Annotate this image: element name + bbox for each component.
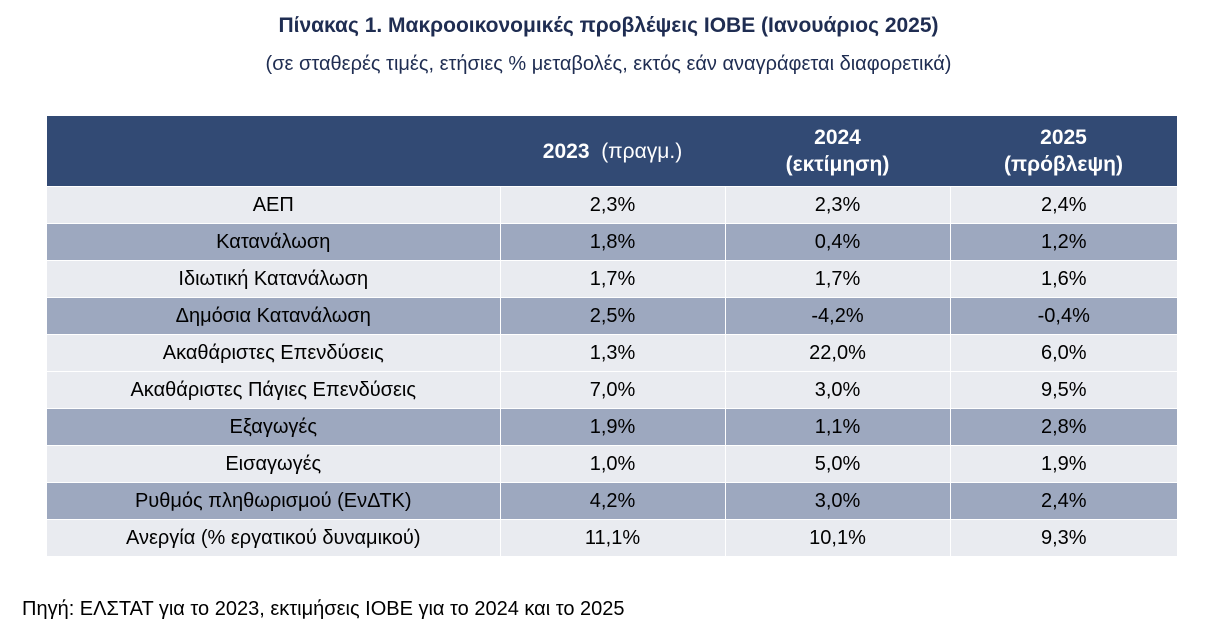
cell-2025: 2,4% bbox=[949, 482, 1177, 520]
cell-2024: 5,0% bbox=[724, 445, 950, 483]
source-note: Πηγή: ΕΛΣΤΑΤ για το 2023, εκτιμήσεις ΙΟΒ… bbox=[22, 598, 625, 620]
table-row: Ιδιωτική Κατανάλωση 1,7% 1,7% 1,6% bbox=[47, 260, 1177, 298]
cell-2023: 1,3% bbox=[499, 334, 725, 372]
page-subtitle: (σε σταθερές τιμές, ετήσιες % μεταβολές,… bbox=[265, 53, 952, 75]
table-row: Ακαθάριστες Επενδύσεις 1,3% 22,0% 6,0% bbox=[47, 334, 1177, 372]
cell-2024: 0,4% bbox=[724, 223, 950, 261]
table-row: Δημόσια Κατανάλωση 2,5% -4,2% -0,4% bbox=[47, 297, 1177, 335]
table-row: Κατανάλωση 1,8% 0,4% 1,2% bbox=[47, 223, 1177, 261]
row-label: Ρυθμός πληθωρισμού (ΕνΔΤΚ) bbox=[47, 482, 500, 520]
header-label-column bbox=[47, 116, 500, 187]
header-2023-note: (πραγμ.) bbox=[601, 139, 683, 163]
cell-2025: 9,5% bbox=[949, 371, 1177, 409]
cell-2024: 3,0% bbox=[724, 482, 950, 520]
cell-2024: 1,7% bbox=[724, 260, 950, 298]
header-2024-year: 2024 bbox=[814, 126, 861, 149]
cell-2023: 7,0% bbox=[499, 371, 725, 409]
cell-2024: 3,0% bbox=[724, 371, 950, 409]
cell-2024: 10,1% bbox=[724, 519, 950, 556]
header-2024: 2024 (εκτίμηση) bbox=[725, 116, 950, 187]
table-header-row: 2023 (πραγμ.) 2024 (εκτίμηση) 2025 (πρόβ… bbox=[47, 116, 1177, 187]
row-label: Δημόσια Κατανάλωση bbox=[47, 297, 500, 335]
cell-2025: 9,3% bbox=[949, 519, 1177, 556]
row-label: ΑΕΠ bbox=[47, 186, 500, 224]
cell-2025: 1,6% bbox=[949, 260, 1177, 298]
row-label: Εξαγωγές bbox=[47, 408, 500, 446]
cell-2024: 1,1% bbox=[724, 408, 950, 446]
row-label: Ιδιωτική Κατανάλωση bbox=[47, 260, 500, 298]
cell-2024: -4,2% bbox=[724, 297, 950, 335]
table-row: Εισαγωγές 1,0% 5,0% 1,9% bbox=[47, 445, 1177, 483]
row-label: Ακαθάριστες Πάγιες Επενδύσεις bbox=[47, 371, 500, 409]
cell-2023: 1,9% bbox=[499, 408, 725, 446]
header-2023: 2023 (πραγμ.) bbox=[500, 116, 725, 187]
cell-2025: 1,2% bbox=[949, 223, 1177, 261]
forecast-table-container: 2023 (πραγμ.) 2024 (εκτίμηση) 2025 (πρόβ… bbox=[47, 116, 1177, 556]
cell-2024: 22,0% bbox=[724, 334, 950, 372]
table-row: Ρυθμός πληθωρισμού (ΕνΔΤΚ) 4,2% 3,0% 2,4… bbox=[47, 482, 1177, 520]
row-label: Εισαγωγές bbox=[47, 445, 500, 483]
cell-2023: 1,8% bbox=[499, 223, 725, 261]
forecast-table: 2023 (πραγμ.) 2024 (εκτίμηση) 2025 (πρόβ… bbox=[47, 116, 1177, 556]
header-2024-note: (εκτίμηση) bbox=[785, 153, 890, 176]
cell-2025: 2,4% bbox=[949, 186, 1177, 224]
table-row: ΑΕΠ 2,3% 2,3% 2,4% bbox=[47, 186, 1177, 224]
row-label: Ακαθάριστες Επενδύσεις bbox=[47, 334, 500, 372]
cell-2023: 1,0% bbox=[499, 445, 725, 483]
header-2025-year: 2025 bbox=[1040, 126, 1087, 149]
page-title: Πίνακας 1. Μακροοικονομικές προβλέψεις Ι… bbox=[278, 14, 939, 37]
row-label: Κατανάλωση bbox=[47, 223, 500, 261]
cell-2023: 11,1% bbox=[499, 519, 725, 556]
cell-2023: 1,7% bbox=[499, 260, 725, 298]
cell-2025: 1,9% bbox=[949, 445, 1177, 483]
cell-2023: 4,2% bbox=[499, 482, 725, 520]
cell-2024: 2,3% bbox=[724, 186, 950, 224]
cell-2025: 6,0% bbox=[949, 334, 1177, 372]
cell-2025: -0,4% bbox=[949, 297, 1177, 335]
header-2025: 2025 (πρόβλεψη) bbox=[950, 116, 1177, 187]
header-2023-year: 2023 bbox=[542, 139, 590, 163]
table-row: Ανεργία (% εργατικού δυναμικού) 11,1% 10… bbox=[47, 519, 1177, 556]
cell-2025: 2,8% bbox=[949, 408, 1177, 446]
table-row: Ακαθάριστες Πάγιες Επενδύσεις 7,0% 3,0% … bbox=[47, 371, 1177, 409]
header-2025-note: (πρόβλεψη) bbox=[1004, 153, 1123, 176]
cell-2023: 2,3% bbox=[499, 186, 725, 224]
row-label: Ανεργία (% εργατικού δυναμικού) bbox=[47, 519, 500, 556]
table-row: Εξαγωγές 1,9% 1,1% 2,8% bbox=[47, 408, 1177, 446]
cell-2023: 2,5% bbox=[499, 297, 725, 335]
